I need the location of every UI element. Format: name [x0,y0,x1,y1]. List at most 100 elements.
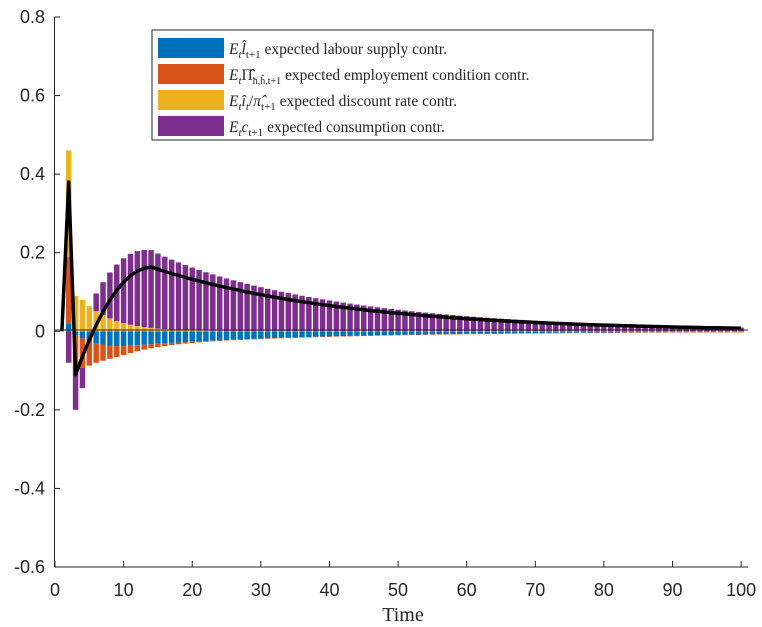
bar-discount [292,331,298,332]
bar-employment [628,332,635,333]
bar-consumption [518,319,525,332]
y-tick-label: -0.2 [14,400,45,420]
bar-employment [573,332,580,334]
bar-consumption [546,321,552,332]
bar-labour [381,331,388,336]
bar-employment [141,344,147,350]
bar-consumption [326,300,333,332]
bar-employment [724,331,731,333]
bar-employment [491,333,497,334]
bar-discount [189,330,195,332]
bar-employment [511,333,518,334]
bar-discount [388,331,394,332]
bar-discount [79,299,86,332]
bar-discount [601,331,607,332]
bar-employment [656,332,662,333]
bar-consumption [72,366,79,410]
bar-employment [683,332,689,333]
bar-discount [134,326,141,332]
bar-discount [422,331,429,332]
bar-employment [333,336,340,337]
bar-discount [662,331,669,332]
bar-discount [532,331,539,332]
bar-consumption [395,309,401,332]
bar-discount [457,331,463,332]
bar-discount [724,331,731,332]
bar-labour [614,331,621,333]
bar-labour [539,331,545,333]
bar-labour [141,331,147,345]
bar-discount [717,331,724,332]
bar-discount [505,331,511,332]
bar-discount [450,331,456,332]
bar-employment [518,333,525,334]
bar-consumption [608,324,614,332]
legend-swatch-discount [158,90,224,110]
bar-consumption [278,291,285,332]
bar-discount [319,331,326,332]
bar-labour [367,331,374,336]
bar-consumption [532,320,539,332]
bar-consumption [628,324,635,332]
x-tick-label: 10 [114,580,134,600]
bar-consumption [436,313,442,332]
bar-employment [532,333,539,334]
bar-consumption [477,317,484,332]
total-line-layer [60,180,742,377]
bar-discount [299,331,305,332]
bar-employment [477,333,484,335]
bar-discount [608,331,614,332]
bar-labour [306,331,312,337]
bar-labour [559,331,566,333]
bar-employment [175,342,182,345]
bar-discount [312,331,319,332]
bar-employment [381,335,388,336]
bar-employment [203,341,209,342]
bar-consumption [422,312,429,332]
bar-consumption [484,317,491,332]
legend-entry-consumption: Etct+1 expected consumption contr. [228,119,445,139]
bar-discount [86,306,93,332]
bar-consumption [580,323,587,332]
bar-employment [422,334,429,335]
bar-labour [457,331,463,334]
bar-employment [278,337,285,339]
bar-labour [443,331,449,335]
bar-consumption [107,272,113,319]
bar-discount [690,331,696,332]
bar-consumption [319,299,326,332]
bar-labour [333,331,340,337]
bar-consumption [155,253,161,329]
bar-discount [354,331,360,332]
bar-employment [189,341,195,343]
bar-discount [182,330,189,332]
bar-consumption [141,249,147,328]
bar-discount [683,331,689,332]
bar-discount [107,318,113,332]
bar-consumption [470,316,477,332]
bar-labour [553,331,559,333]
bar-consumption [635,325,641,332]
bar-labour [511,331,518,334]
bar-employment [649,332,655,333]
bar-employment [264,338,271,339]
bar-consumption [312,298,319,332]
bar-consumption [566,322,573,332]
bar-employment [134,345,141,352]
bar-discount [361,331,367,332]
bar-consumption [120,258,127,324]
bar-discount [656,331,662,332]
bar-labour [429,331,436,335]
bar-discount [347,331,353,332]
bar-consumption [347,303,353,332]
bar-employment [690,332,696,333]
bar-consumption [251,285,257,332]
bar-consumption [333,301,340,332]
bar-labour [216,331,223,341]
bar-employment [429,334,436,335]
bar-labour [264,331,271,339]
bar-discount [367,331,374,332]
bar-discount [395,331,401,332]
bar-discount [285,331,292,332]
bar-labour [65,323,72,332]
